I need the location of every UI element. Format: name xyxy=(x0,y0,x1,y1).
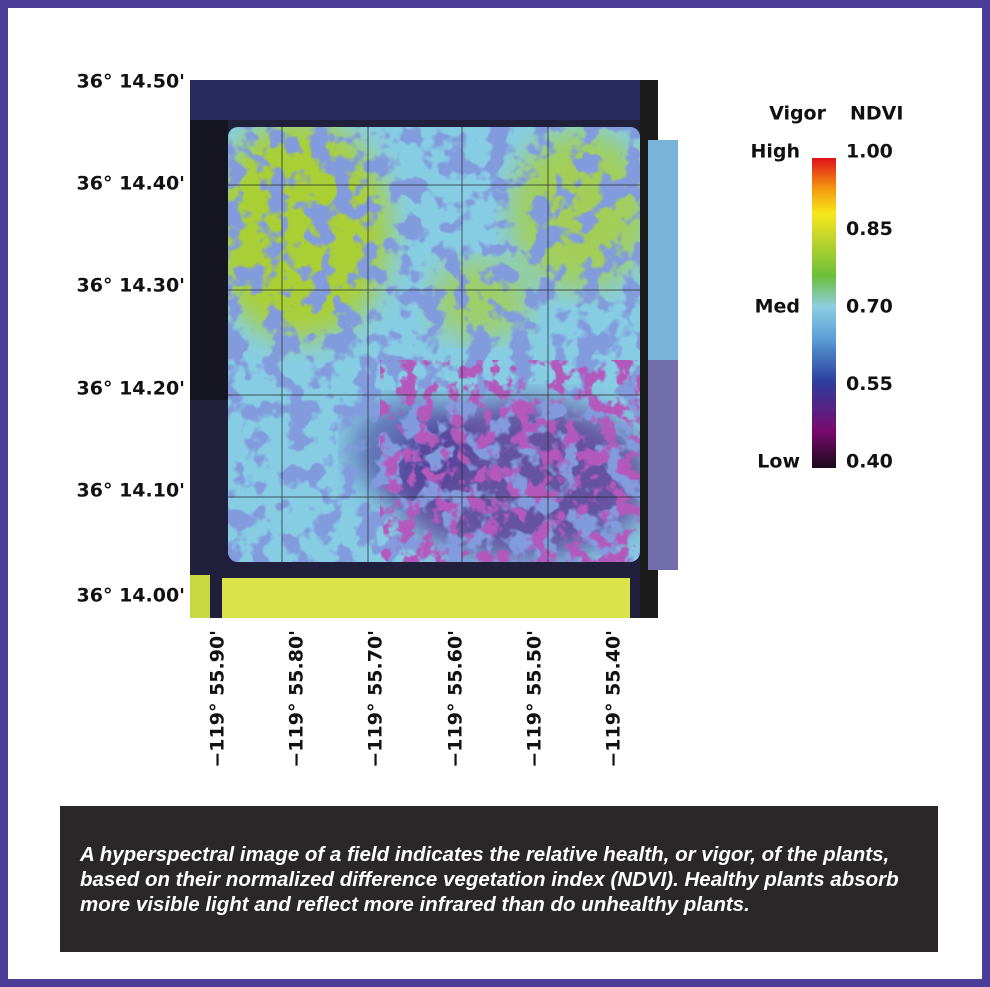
latitude-label: 36° 14.20' xyxy=(77,378,185,400)
ndvi-tick-label: 0.55 xyxy=(846,373,893,395)
ndvi-tick-label: 0.40 xyxy=(846,451,893,473)
ndvi-tick-label: 0.85 xyxy=(846,218,893,240)
longitude-label: −119° 55.70' xyxy=(365,630,387,768)
longitude-label: −119° 55.90' xyxy=(207,630,229,768)
latitude-label: 36° 14.40' xyxy=(77,173,185,195)
ndvi-tick-label: 1.00 xyxy=(846,141,893,163)
ndvi-title: NDVI xyxy=(850,103,903,125)
latitude-label: 36° 14.50' xyxy=(77,71,185,93)
latitude-label: 36° 14.30' xyxy=(77,275,185,297)
latitude-label: 36° 14.10' xyxy=(77,480,185,502)
longitude-label: −119° 55.50' xyxy=(524,630,546,768)
longitude-label: −119° 55.60' xyxy=(445,630,467,768)
longitude-label: −119° 55.40' xyxy=(603,630,625,768)
vigor-level: Med xyxy=(755,296,800,318)
ndvi-image xyxy=(190,80,678,618)
vigor-level: High xyxy=(750,141,800,163)
latitude-label: 36° 14.00' xyxy=(77,585,185,607)
ndvi-tick-label: 0.70 xyxy=(846,296,893,318)
page: Vigor NDVI 36° 14.50' 36° 14.40' 36° 14.30… xyxy=(0,0,990,987)
caption: A hyperspectral image of a field indicat… xyxy=(60,806,938,952)
vigor-title: Vigor xyxy=(769,103,827,125)
longitude-label: −119° 55.80' xyxy=(286,630,308,768)
vigor-level: Low xyxy=(757,451,800,473)
colorbar xyxy=(812,158,836,468)
